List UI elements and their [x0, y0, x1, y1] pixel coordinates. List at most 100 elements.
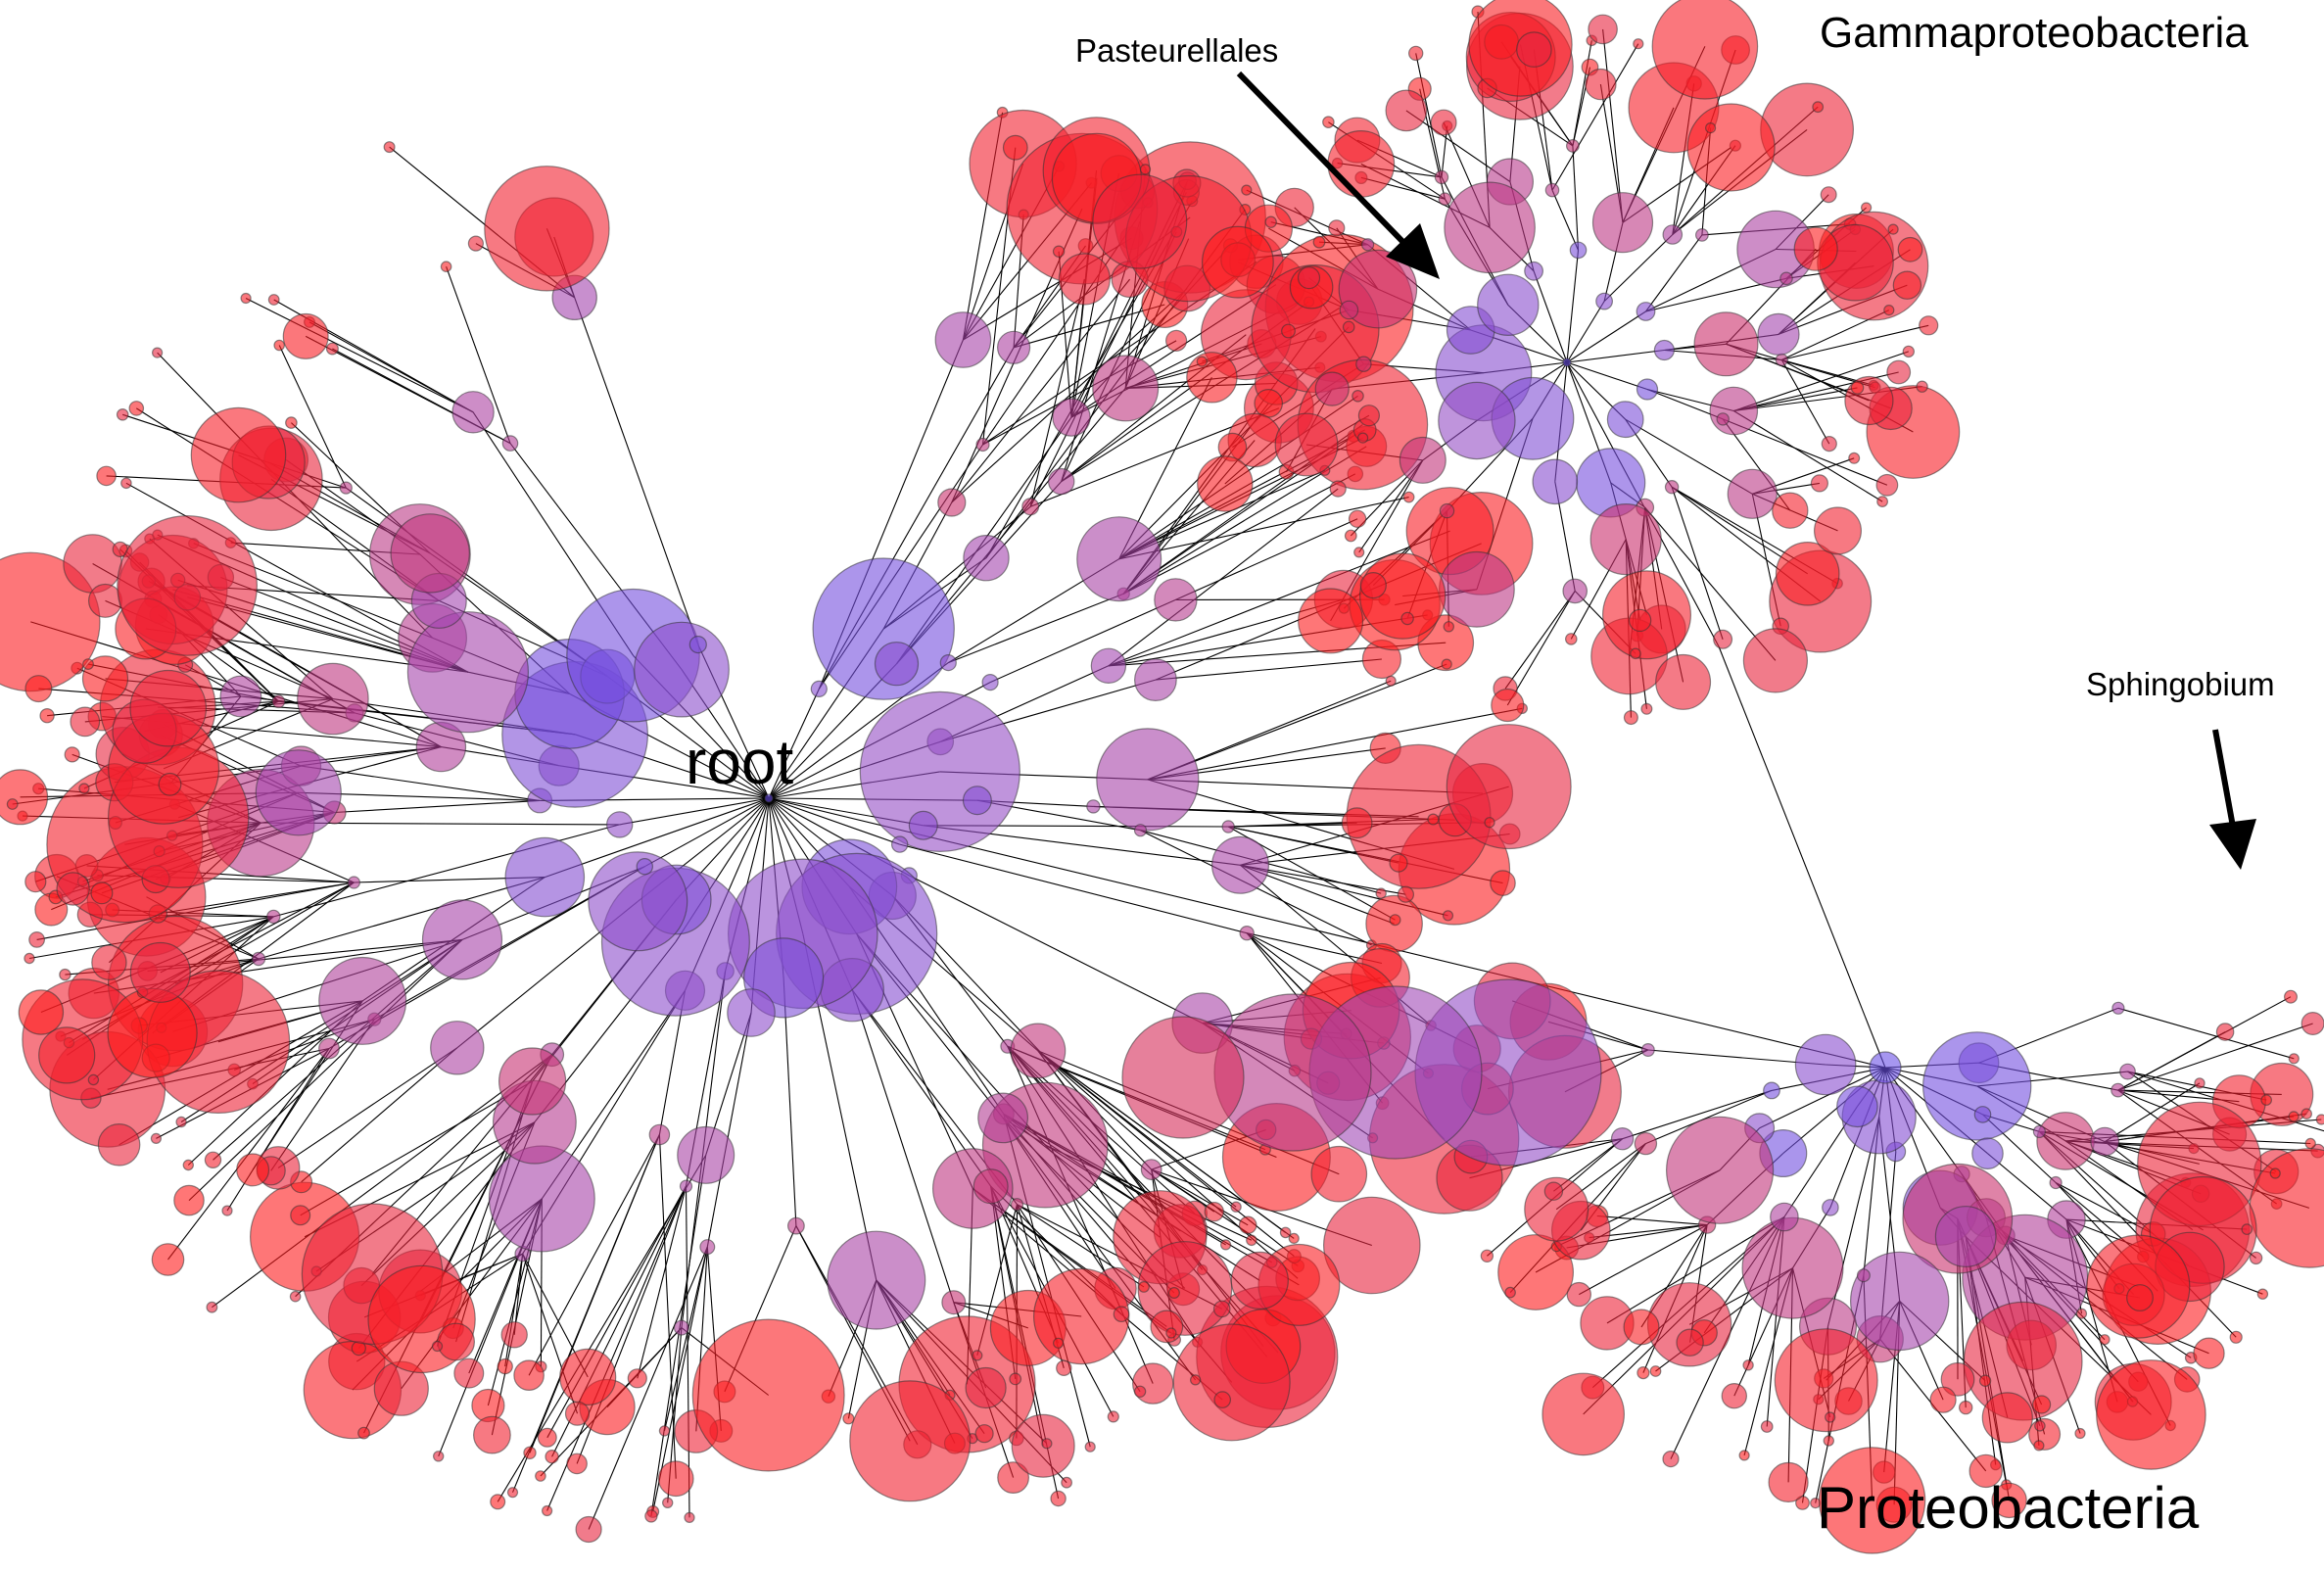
taxon-node	[357, 1426, 370, 1440]
taxon-node	[934, 311, 992, 368]
taxon-node	[1727, 468, 1778, 519]
taxon-node	[972, 1350, 983, 1361]
taxon-node	[537, 1427, 557, 1448]
tree-edge	[1037, 1050, 1295, 1239]
taxon-node	[1010, 1023, 1067, 1079]
tree-edge	[1551, 189, 1580, 251]
tree-edge	[300, 1080, 533, 1216]
taxon-node	[937, 488, 967, 517]
taxon-node	[221, 1205, 233, 1216]
taxon-node	[1438, 550, 1515, 628]
taxon-node	[1823, 1435, 1835, 1447]
taxon-node	[1058, 253, 1111, 306]
taxon-node	[1664, 480, 1680, 495]
taxon-node	[1172, 1323, 1291, 1442]
taxon-node	[1399, 436, 1447, 484]
taxon-node	[972, 1168, 1009, 1205]
taxon-node	[974, 1424, 994, 1444]
taxon-node	[325, 342, 339, 356]
taxon-node	[24, 871, 47, 893]
taxon-node	[289, 1290, 302, 1303]
taxon-node	[267, 294, 280, 306]
taxon-node	[107, 987, 198, 1078]
tree-edge	[334, 799, 541, 814]
taxon-node	[2193, 1337, 2225, 1369]
tree-edge	[273, 824, 620, 918]
tree-edge	[2117, 1007, 2295, 1060]
tree-edge	[1622, 1089, 1773, 1140]
tree-edge	[1118, 497, 1409, 560]
taxon-node	[1140, 1159, 1162, 1180]
taxon-node	[1086, 799, 1101, 814]
taxon-node	[1775, 541, 1840, 606]
taxon-node	[810, 680, 828, 698]
taxon-node	[1649, 1365, 1662, 1377]
taxon-node	[606, 811, 634, 838]
taxon-node	[500, 1321, 528, 1349]
taxon-node	[1595, 292, 1613, 310]
taxon-node	[204, 1151, 222, 1169]
taxon-node	[1628, 608, 1652, 633]
taxon-node	[673, 1319, 689, 1336]
taxon-node	[588, 851, 688, 952]
taxon-node	[1497, 1234, 1574, 1310]
taxon-node	[1279, 1226, 1292, 1239]
tree-edge	[1415, 53, 1443, 178]
taxon-node	[1763, 1081, 1780, 1100]
taxon-node	[1438, 192, 1452, 206]
taxon-node	[1721, 1382, 1748, 1409]
taxon-node	[1230, 1251, 1289, 1310]
taxon-node	[1640, 1042, 1655, 1057]
taxon-node	[1107, 1410, 1119, 1423]
taxon-node	[931, 1148, 1014, 1229]
taxon-node	[2075, 1308, 2088, 1319]
taxon-node	[1238, 1215, 1257, 1235]
taxon-node	[1916, 380, 1928, 393]
taxon-node	[2074, 1427, 2086, 1440]
taxon-node	[1056, 1359, 1072, 1377]
taxon-node	[662, 1497, 674, 1509]
tree-edge	[446, 266, 511, 444]
tree-edge	[982, 340, 1177, 446]
taxon-node	[151, 1243, 185, 1276]
taxon-node	[1886, 359, 1912, 385]
tree-edge	[258, 877, 545, 960]
taxon-node	[1565, 633, 1578, 645]
tree-edge	[1645, 1089, 1773, 1145]
taxon-node	[677, 1125, 735, 1184]
taxon-node	[1477, 273, 1540, 336]
taxon-node	[1246, 1234, 1257, 1247]
taxon-node	[2111, 1082, 2126, 1098]
taxon-node	[1444, 181, 1536, 274]
taxon-node	[2215, 1023, 2235, 1041]
tree-edge	[899, 843, 1248, 934]
taxon-node	[2304, 1137, 2316, 1150]
tree-edge	[1566, 310, 1646, 363]
taxon-node	[1897, 236, 1923, 262]
taxon-node	[339, 481, 353, 495]
taxon-node	[1121, 1016, 1245, 1139]
taxon-node	[56, 872, 90, 906]
taxon-node	[1653, 339, 1676, 361]
taxon-node	[498, 1047, 567, 1116]
taxon-node	[175, 1116, 187, 1128]
taxon-node	[1794, 1033, 1857, 1096]
taxon-node	[1630, 647, 1641, 660]
taxon-node	[1359, 571, 1387, 599]
taxon-node	[699, 1239, 716, 1256]
taxon-node	[1061, 1476, 1072, 1489]
taxon-node	[91, 944, 127, 980]
taxon-node	[2229, 1330, 2243, 1344]
taxon-node	[1524, 1176, 1589, 1242]
taxon-node	[1892, 270, 1922, 300]
tree-edge	[1155, 658, 1382, 681]
taxon-node	[1760, 82, 1854, 177]
taxon-node	[535, 1470, 546, 1482]
taxon-node	[962, 786, 992, 816]
taxon-node	[1341, 807, 1373, 839]
taxon-node	[87, 1073, 100, 1086]
taxon-node	[1981, 1392, 2033, 1444]
tree-edge	[1759, 1067, 1886, 1129]
taxon-node	[975, 437, 990, 453]
taxon-node	[1355, 356, 1372, 372]
